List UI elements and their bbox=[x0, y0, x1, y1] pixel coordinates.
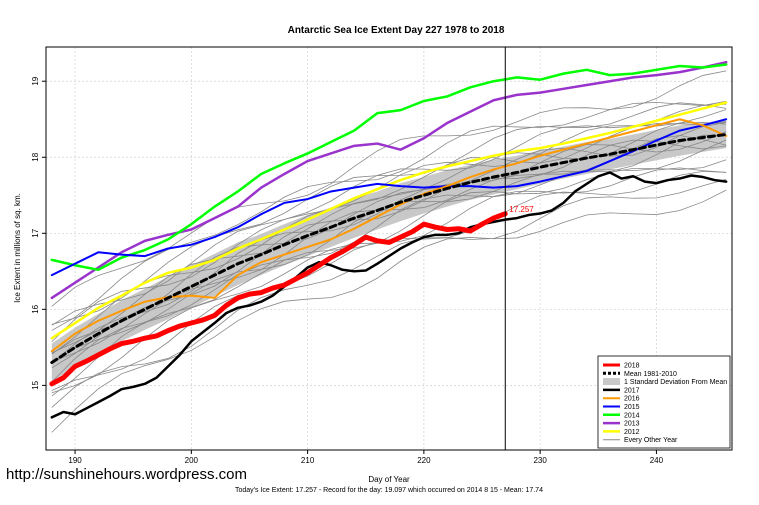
x-axis-label: Day of Year bbox=[368, 475, 410, 484]
y-tick-label: 17 bbox=[31, 228, 40, 237]
x-tick-label: 190 bbox=[68, 456, 82, 465]
y-tick-label: 16 bbox=[31, 304, 40, 313]
plot-frame bbox=[45, 46, 733, 451]
x-tick-label: 210 bbox=[301, 456, 315, 465]
other-year-line bbox=[51, 121, 727, 354]
legend-box bbox=[597, 355, 731, 449]
legend-label: 2015 bbox=[624, 404, 640, 411]
legend-label: 1 Standard Deviation From Mean bbox=[624, 379, 727, 386]
chart-title: Antarctic Sea Ice Extent Day 227 1978 to… bbox=[288, 25, 505, 36]
x-tick-label: 200 bbox=[185, 456, 199, 465]
x-tick-label: 240 bbox=[650, 456, 664, 465]
series-line-mean-1981-2010 bbox=[50, 132, 728, 365]
other-year-line bbox=[51, 121, 727, 354]
other-year-line bbox=[51, 139, 727, 383]
series-line-2015 bbox=[50, 118, 728, 277]
series-line-2017 bbox=[50, 171, 728, 419]
y-axis-label: Ice Extent in millions of sq. km. bbox=[13, 193, 22, 303]
current-value-label: 17.257 bbox=[509, 205, 534, 214]
other-year-line bbox=[51, 189, 727, 433]
other-year-line bbox=[51, 109, 727, 343]
series-line-2014 bbox=[50, 63, 728, 272]
std-dev-band bbox=[51, 120, 727, 382]
legend-swatch bbox=[603, 378, 620, 386]
legend-label: 2014 bbox=[624, 412, 640, 419]
y-tick-label: 18 bbox=[31, 152, 40, 161]
legend-label: 2017 bbox=[624, 387, 640, 394]
std-dev-band-area bbox=[51, 120, 727, 382]
other-year-line bbox=[51, 100, 727, 331]
series-line-2018 bbox=[49, 211, 508, 387]
series-lines bbox=[49, 60, 728, 419]
legend-label: Mean 1981-2010 bbox=[624, 371, 677, 378]
y-tick-label: 19 bbox=[31, 76, 40, 85]
other-year-line bbox=[51, 121, 727, 355]
other-year-line bbox=[51, 103, 727, 326]
other-year-line bbox=[51, 159, 727, 397]
legend-label: 2012 bbox=[624, 429, 640, 436]
x-tick-label: 220 bbox=[417, 456, 431, 465]
website-watermark: http://sunshinehours.wordpress.com bbox=[6, 466, 247, 483]
y-axis-ticks: 15 16 17 18 19 bbox=[31, 76, 46, 390]
legend-label: Every Other Year bbox=[624, 437, 678, 444]
legend-label: 2016 bbox=[624, 396, 640, 403]
footer-summary: Today's Ice Extent: 17.257 - Record for … bbox=[235, 487, 543, 494]
series-line-2013 bbox=[50, 60, 728, 300]
series-line-2016 bbox=[50, 118, 728, 353]
x-tick-label: 230 bbox=[533, 456, 547, 465]
other-year-line bbox=[51, 178, 727, 408]
x-axis-ticks: 190 200 210 220 230 240 bbox=[68, 450, 664, 465]
y-tick-label: 15 bbox=[31, 380, 40, 389]
legend-label: 2013 bbox=[624, 421, 640, 428]
legend-label: 2018 bbox=[624, 363, 640, 370]
other-year-line bbox=[51, 139, 727, 369]
other-years-lines bbox=[51, 70, 727, 433]
